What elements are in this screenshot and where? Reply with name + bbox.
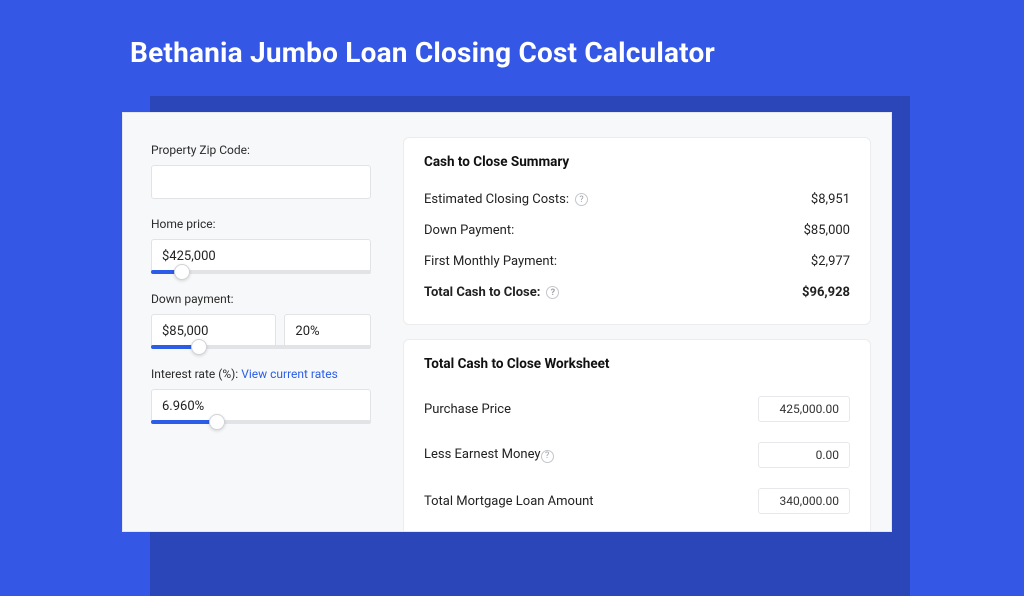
- worksheet-row-label-text: Total Mortgage Loan Amount: [424, 494, 594, 509]
- worksheet-card: Total Cash to Close Worksheet Purchase P…: [403, 339, 871, 532]
- summary-line-value: $2,977: [811, 254, 850, 269]
- help-icon[interactable]: ?: [575, 193, 588, 206]
- home-price-slider[interactable]: [151, 270, 371, 274]
- summary-line-value: $85,000: [804, 223, 850, 238]
- worksheet-row: Purchase Price 425,000.00: [424, 386, 850, 432]
- down-payment-input[interactable]: $85,000: [151, 314, 276, 348]
- interest-rate-label-text: Interest rate (%):: [151, 367, 238, 381]
- interest-rate-slider[interactable]: [151, 420, 371, 424]
- summary-line-label-text: Total Cash to Close:: [424, 285, 540, 300]
- worksheet-row-label: Less Earnest Money?: [424, 447, 554, 463]
- worksheet-row-label: Total Mortgage Loan Amount: [424, 494, 594, 509]
- zip-field-group: Property Zip Code:: [151, 143, 371, 199]
- worksheet-row-input[interactable]: 0.00: [758, 442, 850, 468]
- summary-line: Total Cash to Close:? $96,928: [424, 277, 850, 308]
- help-icon[interactable]: ?: [546, 286, 559, 299]
- down-payment-slider-thumb[interactable]: [191, 339, 207, 355]
- down-payment-label: Down payment:: [151, 292, 371, 306]
- summary-title: Cash to Close Summary: [424, 154, 850, 170]
- summary-line-value: $96,928: [802, 285, 850, 300]
- results-column: Cash to Close Summary Estimated Closing …: [393, 113, 891, 531]
- worksheet-row-label-text: Purchase Price: [424, 402, 511, 417]
- summary-line-value: $8,951: [811, 192, 850, 207]
- view-current-rates-link[interactable]: View current rates: [241, 367, 338, 381]
- down-payment-slider[interactable]: [151, 345, 371, 349]
- down-payment-field-group: Down payment: $85,000 20%: [151, 292, 371, 349]
- summary-line: First Monthly Payment: $2,977: [424, 246, 850, 277]
- interest-rate-input[interactable]: 6.960%: [151, 389, 371, 423]
- home-price-field-group: Home price: $425,000: [151, 217, 371, 274]
- worksheet-row-input[interactable]: 425,000.00: [758, 396, 850, 422]
- summary-line-label: First Monthly Payment:: [424, 254, 557, 269]
- inputs-column: Property Zip Code: Home price: $425,000 …: [123, 113, 393, 531]
- summary-line-label-text: Down Payment:: [424, 223, 514, 238]
- summary-line-label-text: First Monthly Payment:: [424, 254, 557, 269]
- worksheet-row-label-text: Less Earnest Money: [424, 447, 541, 462]
- summary-line-label: Estimated Closing Costs:?: [424, 192, 588, 207]
- summary-line-label: Down Payment:: [424, 223, 514, 238]
- worksheet-title: Total Cash to Close Worksheet: [424, 356, 850, 372]
- summary-card: Cash to Close Summary Estimated Closing …: [403, 137, 871, 325]
- interest-rate-label: Interest rate (%): View current rates: [151, 367, 371, 381]
- page-title: Bethania Jumbo Loan Closing Cost Calcula…: [0, 0, 1024, 69]
- home-price-slider-thumb[interactable]: [174, 264, 190, 280]
- worksheet-row-input[interactable]: 340,000.00: [758, 488, 850, 514]
- down-payment-pct-input[interactable]: 20%: [284, 314, 371, 348]
- interest-rate-field-group: Interest rate (%): View current rates 6.…: [151, 367, 371, 424]
- worksheet-row: Less Earnest Money? 0.00: [424, 432, 850, 478]
- zip-label: Property Zip Code:: [151, 143, 371, 157]
- worksheet-row-label: Purchase Price: [424, 402, 511, 417]
- zip-input[interactable]: [151, 165, 371, 199]
- interest-rate-slider-thumb[interactable]: [209, 414, 225, 430]
- worksheet-row: Total Second Mortgage Amount?0.00: [424, 524, 850, 532]
- help-icon[interactable]: ?: [541, 450, 554, 463]
- calculator-panel: Property Zip Code: Home price: $425,000 …: [122, 112, 892, 532]
- worksheet-row: Total Mortgage Loan Amount 340,000.00: [424, 478, 850, 524]
- summary-line-label-text: Estimated Closing Costs:: [424, 192, 569, 207]
- home-price-label: Home price:: [151, 217, 371, 231]
- summary-line: Down Payment: $85,000: [424, 215, 850, 246]
- summary-line-label: Total Cash to Close:?: [424, 285, 559, 300]
- summary-line: Estimated Closing Costs:? $8,951: [424, 184, 850, 215]
